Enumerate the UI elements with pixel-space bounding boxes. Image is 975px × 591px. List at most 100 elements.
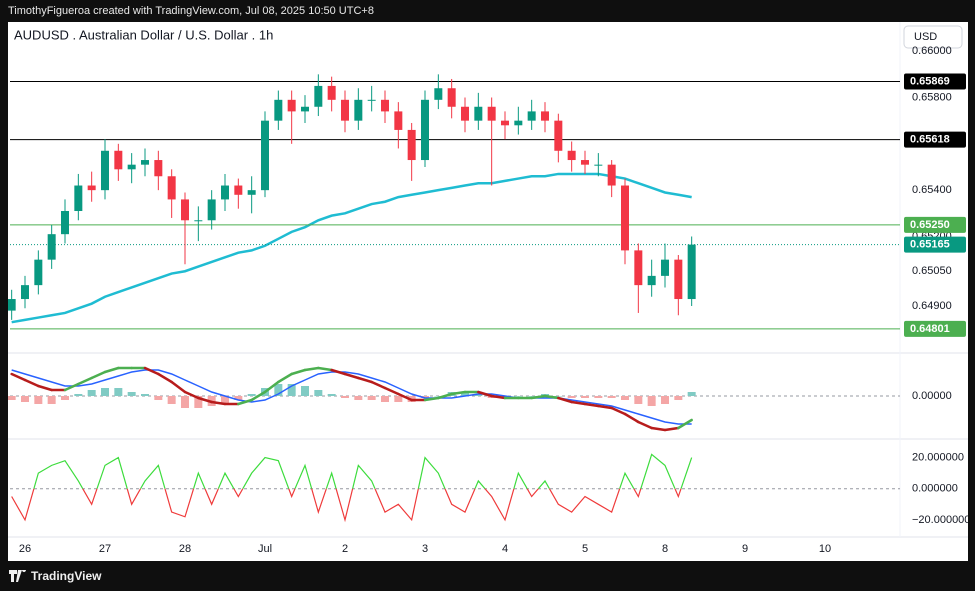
candle-body	[434, 88, 443, 100]
macd-segment	[197, 396, 213, 404]
candle-body	[234, 185, 243, 195]
macd-segment	[170, 380, 187, 394]
candle-body	[367, 99, 376, 101]
macd-segment	[157, 372, 173, 384]
candle-body	[154, 160, 163, 177]
level-label-box	[904, 73, 966, 90]
histogram-bar	[61, 396, 69, 400]
candle-body	[261, 120, 269, 191]
candle-body	[274, 99, 283, 121]
chart-area: AUDUSD . Australian Dollar / U.S. Dollar…	[7, 22, 970, 561]
histogram-bar	[474, 394, 483, 396]
histogram-bar	[527, 396, 536, 397]
candle-body	[501, 120, 509, 126]
macd-segment	[583, 402, 600, 408]
histogram-bar	[34, 396, 43, 404]
histogram-bar	[287, 384, 296, 396]
x-tick-label: 26	[19, 543, 31, 555]
candle-body	[487, 106, 496, 121]
attribution: TimothyFigueroa created with TradingView…	[8, 5, 374, 17]
macd-segment	[557, 396, 573, 404]
histogram-bar	[461, 392, 469, 396]
macd-segment	[290, 368, 307, 376]
histogram-bar	[274, 384, 283, 396]
histogram-bar	[87, 390, 96, 396]
chart-title: AUDUSD . Australian Dollar / U.S. Dollar…	[14, 27, 273, 42]
histogram-bar	[514, 396, 523, 397]
candle-body	[421, 99, 429, 161]
x-tick-label: 4	[502, 543, 508, 555]
macd-segment	[250, 390, 267, 402]
candle-body	[7, 299, 16, 311]
macd-segment	[63, 382, 80, 392]
macd-segment	[423, 396, 440, 402]
candle-body	[647, 275, 656, 286]
macd-segment	[23, 378, 40, 388]
histogram-bar	[594, 396, 603, 398]
macd-segment	[317, 366, 333, 372]
histogram-bar	[141, 394, 149, 396]
macd-segment	[650, 426, 667, 432]
candle-body	[74, 185, 83, 212]
histogram-bar	[154, 396, 163, 400]
x-tick-label: 28	[179, 543, 191, 555]
candle-body	[407, 129, 416, 161]
macd-segment	[490, 394, 507, 400]
histogram-bar	[127, 392, 136, 396]
macd-segment	[303, 366, 320, 372]
candle-body	[127, 164, 136, 170]
oscillator-line-positive	[33, 453, 693, 489]
macd-segment	[357, 376, 373, 384]
currency-box[interactable]	[903, 25, 963, 49]
y-tick-label: 0.00000	[912, 390, 952, 402]
histogram-bar	[634, 396, 643, 404]
level-label-box	[904, 216, 966, 233]
currency: USD	[914, 31, 937, 43]
candle-body	[167, 176, 176, 200]
histogram-bar	[167, 396, 176, 404]
macd-segment	[437, 392, 453, 400]
macd-segment	[570, 400, 587, 406]
level-label-box	[904, 131, 966, 148]
candle-body	[687, 244, 696, 300]
histogram-bar	[301, 386, 309, 396]
histogram-bar	[567, 396, 576, 398]
candle-body	[21, 285, 29, 300]
macd-segment	[623, 412, 640, 424]
histogram-bar	[21, 396, 29, 402]
x-tick-label: 27	[99, 543, 111, 555]
candle-body	[674, 259, 683, 300]
signal-line	[11, 369, 692, 425]
macd-segment	[610, 406, 627, 416]
level-label: 0.65165	[910, 239, 950, 251]
histogram-bar	[367, 396, 376, 400]
x-tick-label: 9	[742, 543, 748, 555]
histogram-bar	[674, 396, 683, 400]
candle-body	[607, 164, 616, 186]
candle-body	[567, 150, 576, 161]
macd-segment	[77, 376, 93, 386]
y-tick-label: −20.000000	[912, 514, 968, 526]
histogram-bar	[314, 390, 323, 396]
x-tick-label: 5	[582, 543, 588, 555]
candle-body	[207, 199, 216, 221]
histogram-bar	[327, 394, 336, 396]
histogram-bar	[647, 396, 656, 406]
ema-line	[11, 172, 692, 324]
y-tick-label: 0.66000	[912, 45, 952, 57]
y-tick-label: 0.64900	[912, 300, 952, 312]
macd-segment	[183, 390, 200, 400]
histogram-bar	[194, 396, 203, 408]
level-label: 0.65250	[910, 219, 950, 231]
macd-segment	[477, 390, 493, 398]
candle-body	[247, 190, 256, 195]
candle-body	[327, 85, 336, 100]
histogram-bar	[421, 396, 429, 398]
candle-body	[621, 185, 629, 251]
candle-body	[287, 99, 296, 112]
candle-body	[594, 164, 603, 166]
candle-body	[314, 85, 323, 107]
macd-segment	[330, 368, 347, 376]
macd-segment	[543, 394, 560, 400]
macd-segment	[397, 392, 413, 402]
